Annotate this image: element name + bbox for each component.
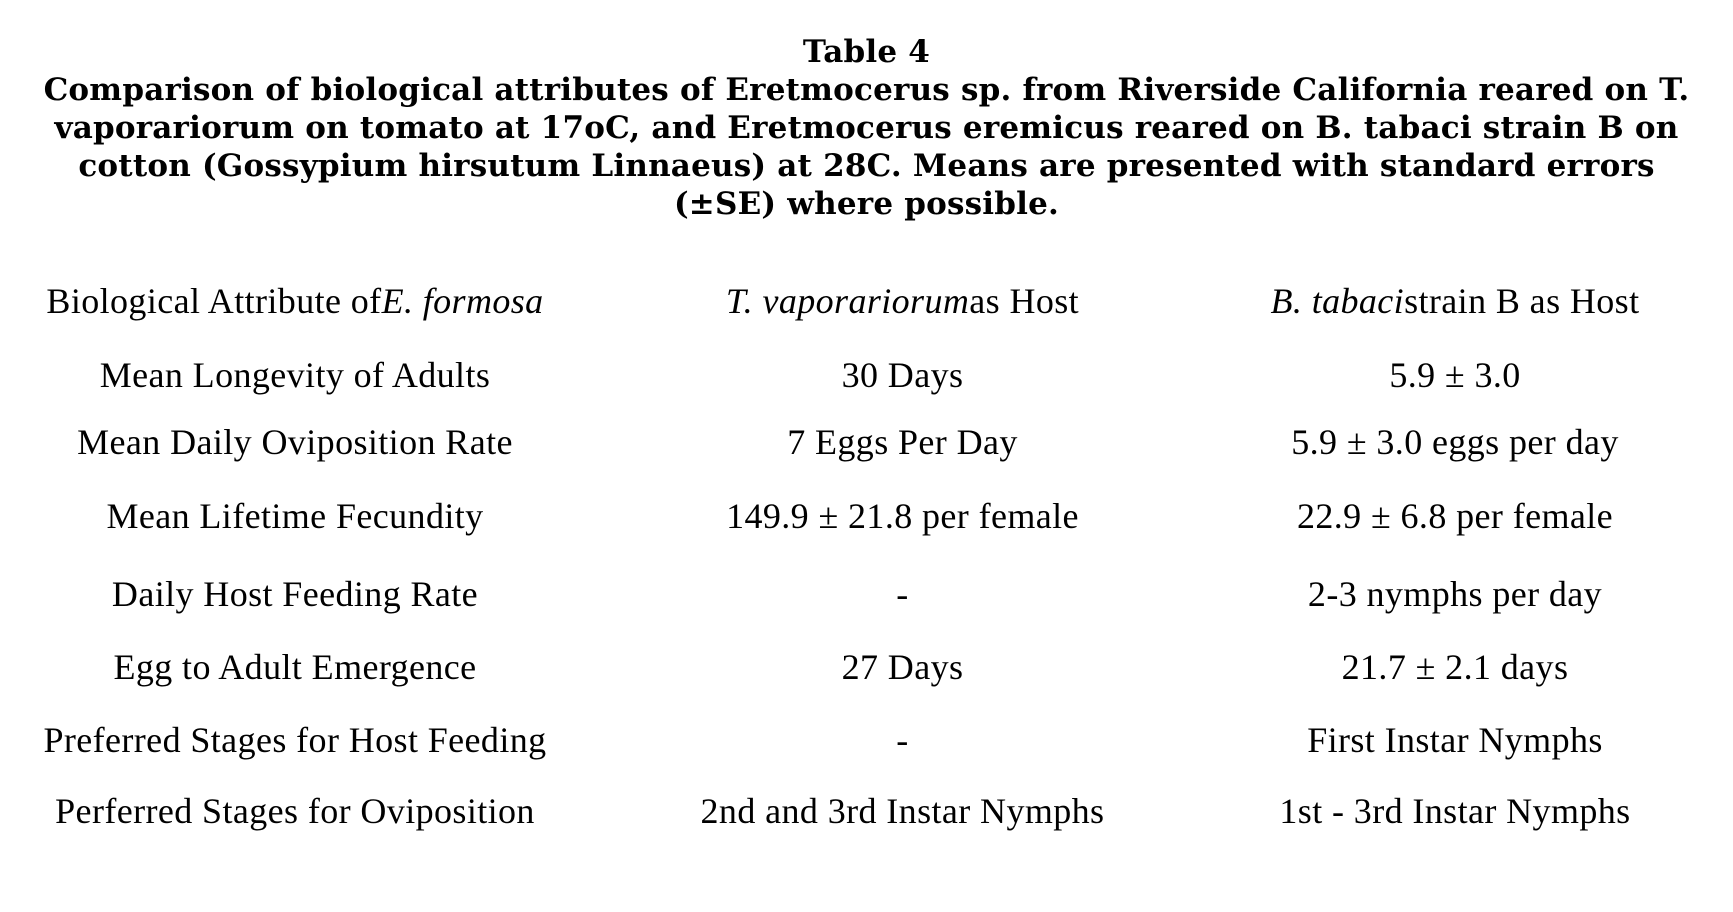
cell-t-vaporariorum: - [896,720,909,760]
cell-t-vaporariorum: 27 Days [841,647,964,687]
cell-attribute: Perferred Stages for Oviposition [55,791,535,831]
table-row: Preferred Stages for Host Feeding - Firs… [0,704,1695,776]
column-header-host2-species: B. tabaci [1270,281,1405,321]
cell-t-vaporariorum: 7 Eggs Per Day [787,422,1018,462]
cell-b-tabaci: 5.9 ± 3.0 eggs per day [1291,422,1619,462]
table-header-row: Biological Attribute of E. formosa T. va… [0,265,1695,337]
column-header-t-vaporariorum: T. vaporariorum as Host [590,265,1215,337]
column-header-host1-species: T. vaporariorum [725,281,970,321]
table-row: Mean Daily Oviposition Rate 7 Eggs Per D… [0,406,1695,478]
column-header-host1-text: as Host [969,281,1080,321]
cell-b-tabaci: 1st - 3rd Instar Nymphs [1279,791,1631,831]
cell-b-tabaci: 2-3 nymphs per day [1307,574,1603,614]
column-header-attribute-species: E. formosa [381,281,544,321]
column-header-attribute-text: Biological Attribute of [46,281,382,321]
column-header-b-tabaci: B. tabaci strain B as Host [1215,265,1695,337]
table-caption-line: cotton (Gossypium hirsutum Linnaeus) at … [78,148,1655,184]
cell-attribute: Preferred Stages for Host Feeding [43,720,547,760]
cell-b-tabaci: 21.7 ± 2.1 days [1341,647,1569,687]
cell-t-vaporariorum: - [896,574,909,614]
cell-t-vaporariorum: 30 Days [841,355,964,395]
table-row: Egg to Adult Emergence 27 Days 21.7 ± 2.… [0,631,1695,703]
cell-b-tabaci: First Instar Nymphs [1307,720,1603,760]
cell-attribute: Mean Longevity of Adults [99,355,491,395]
cell-b-tabaci: 22.9 ± 6.8 per female [1296,496,1614,536]
cell-attribute: Mean Lifetime Fecundity [106,496,484,536]
table-row: Mean Longevity of Adults 30 Days 5.9 ± 3… [0,339,1695,411]
table-row: Mean Lifetime Fecundity 149.9 ± 21.8 per… [0,480,1695,552]
table-row: Daily Host Feeding Rate - 2-3 nymphs per… [0,558,1695,630]
table-row: Perferred Stages for Oviposition 2nd and… [0,775,1695,847]
table-caption: Table 4 Comparison of biological attribu… [0,33,1733,223]
table-caption-line: Comparison of biological attributes of E… [43,72,1690,108]
cell-attribute: Daily Host Feeding Rate [111,574,479,614]
column-header-host2-text: strain B as Host [1404,281,1640,321]
cell-attribute: Mean Daily Oviposition Rate [77,422,513,462]
cell-t-vaporariorum: 2nd and 3rd Instar Nymphs [700,791,1105,831]
table-caption-heading: Table 4 [802,34,931,70]
cell-attribute: Egg to Adult Emergence [113,647,477,687]
table-caption-line: (±SE) where possible. [673,186,1060,222]
column-header-attribute: Biological Attribute of E. formosa [0,265,590,337]
table-caption-line: vaporariorum on tomato at 17oC, and Eret… [54,110,1679,146]
cell-b-tabaci: 5.9 ± 3.0 [1389,355,1521,395]
cell-t-vaporariorum: 149.9 ± 21.8 per female [726,496,1079,536]
